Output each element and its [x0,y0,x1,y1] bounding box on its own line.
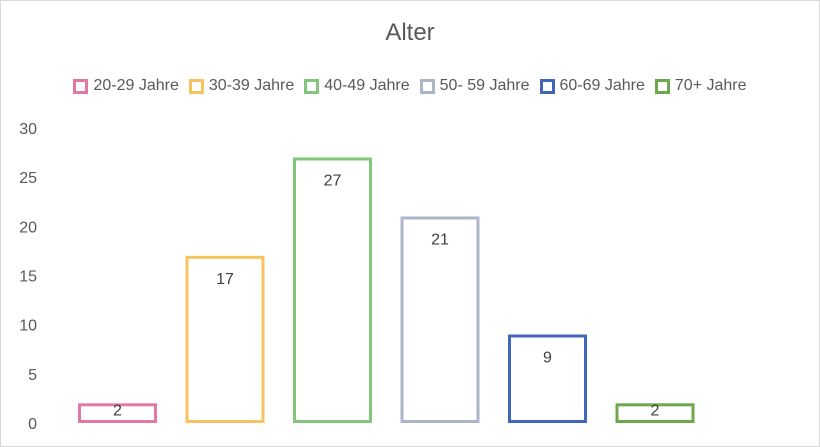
y-tick-label: 20 [19,219,37,236]
legend-label: 70+ Jahre [674,77,747,94]
legend-item-30-39: 30-39 Jahre [188,77,295,95]
legend-label: 30-39 Jahre [208,77,295,94]
y-tick-label: 5 [28,367,37,384]
bar [508,334,587,423]
data-label: 27 [324,173,342,190]
legend-label: 40-49 Jahre [324,77,410,94]
legend: 20-29 Jahre 30-39 Jahre 40-49 Jahre 50- … [1,77,819,95]
chart-title: Alter [385,19,435,46]
data-label: 2 [651,402,660,419]
y-tick-label: 30 [19,121,37,138]
data-label: 21 [431,232,449,249]
legend-label: 50- 59 Jahre [439,77,530,94]
legend-swatch [188,78,204,94]
bar [400,216,480,423]
y-tick-label: 10 [19,318,37,335]
bar [615,403,695,424]
legend-swatch [654,78,670,94]
bar [185,255,265,424]
legend-swatch [304,78,320,94]
y-tick-label: 0 [28,416,37,433]
legend-swatch [73,78,89,94]
legend-item-50-59: 50- 59 Jahre [419,77,530,95]
y-tick-label: 15 [19,269,37,286]
legend-item-20-29: 20-29 Jahre [73,77,179,95]
data-label: 2 [113,402,122,419]
data-label: 17 [216,271,234,288]
legend-label: 20-29 Jahre [93,77,179,94]
legend-item-60-69: 60-69 Jahre [539,77,645,95]
legend-swatch [539,78,555,94]
y-tick-label: 25 [19,170,37,187]
bar [293,157,372,423]
legend-item-40-49: 40-49 Jahre [304,77,410,95]
legend-item-70-plus: 70+ Jahre [654,77,747,95]
legend-swatch [419,78,435,94]
legend-label: 60-69 Jahre [559,77,645,94]
data-label: 9 [543,350,552,367]
bar [78,403,157,424]
